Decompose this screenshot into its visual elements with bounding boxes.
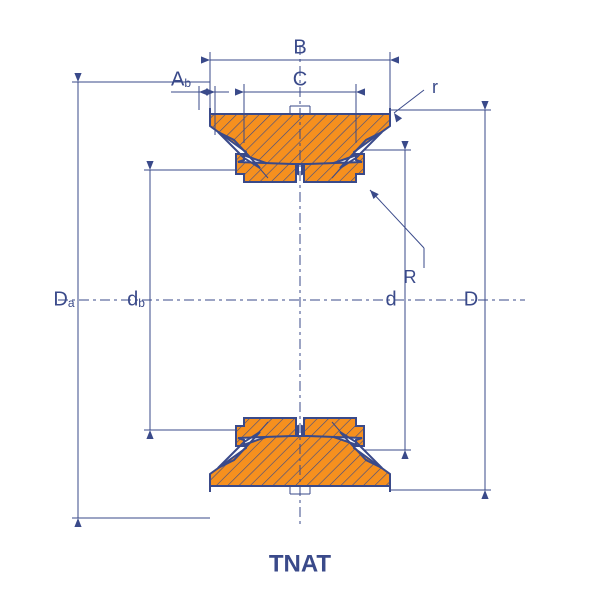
svg-text:d: d (385, 288, 396, 310)
svg-text:TNAT: TNAT (269, 550, 332, 577)
svg-text:Da: Da (53, 288, 74, 310)
svg-text:r: r (432, 77, 438, 97)
svg-text:Ab: Ab (171, 68, 191, 90)
bearing-diagram: BCAbrRDddbDaTNAT (0, 0, 600, 600)
svg-text:B: B (293, 36, 306, 58)
svg-text:D: D (464, 288, 478, 310)
svg-text:db: db (127, 288, 145, 310)
svg-text:C: C (293, 68, 307, 90)
